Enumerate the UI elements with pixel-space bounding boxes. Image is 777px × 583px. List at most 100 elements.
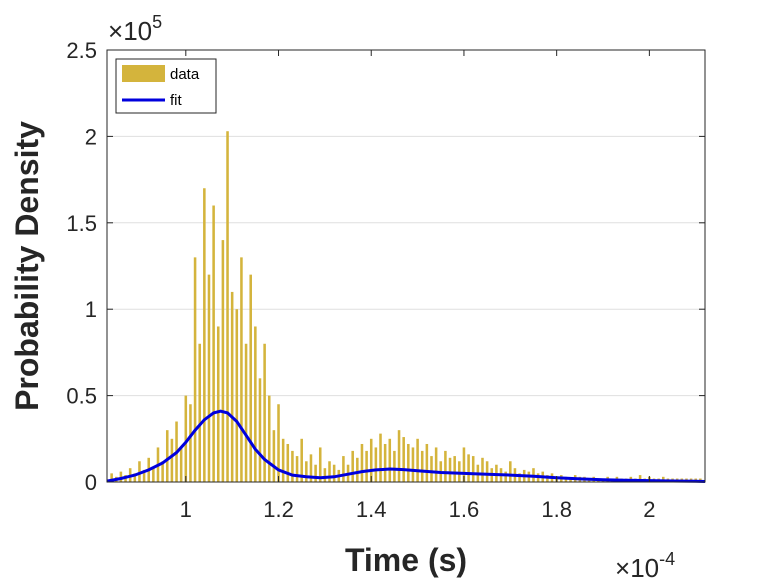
y-tick-label: 2 xyxy=(85,124,97,149)
histogram-bar xyxy=(216,326,220,482)
legend: data fit xyxy=(115,58,217,114)
histogram-bar xyxy=(471,456,475,482)
histogram-bar xyxy=(198,343,201,482)
histogram-bar xyxy=(318,447,322,482)
legend-label-data: data xyxy=(170,66,200,83)
histogram-bar xyxy=(212,205,215,482)
histogram-bar xyxy=(383,443,387,482)
histogram-bar xyxy=(638,475,642,482)
histogram-bar xyxy=(509,461,512,482)
histogram-bar xyxy=(207,274,211,482)
histogram-bar xyxy=(110,473,113,482)
histogram-bar xyxy=(425,443,429,482)
y-tick-label: 1.5 xyxy=(66,211,97,236)
histogram-bar xyxy=(254,326,257,482)
histogram-bar xyxy=(309,454,313,482)
histogram-bar xyxy=(411,447,415,482)
histogram-bar xyxy=(305,461,308,482)
histogram-bar xyxy=(434,447,438,482)
histogram-bar xyxy=(453,456,456,482)
histogram-bar xyxy=(323,468,327,482)
fit-line xyxy=(106,409,706,483)
histogram-bar xyxy=(402,437,405,482)
histogram-bar xyxy=(374,447,378,482)
histogram-bar xyxy=(397,430,401,482)
histogram-bar xyxy=(152,466,155,482)
x-axis-ticks: 1 1.2 1.4 1.6 1.8 2 xyxy=(180,50,655,522)
histogram-bar xyxy=(351,450,354,482)
histogram-bar xyxy=(119,471,123,482)
y-tick-label: 0 xyxy=(85,470,97,495)
histogram-bar xyxy=(165,430,169,482)
histogram-bar xyxy=(286,443,290,482)
histogram-bar xyxy=(420,450,424,482)
histogram-bar xyxy=(332,464,336,482)
histogram-bar xyxy=(133,473,137,482)
y-tick-label: 0.5 xyxy=(66,384,97,409)
histogram-bar xyxy=(244,343,248,482)
histogram-bar xyxy=(179,447,183,482)
histogram-bar xyxy=(504,471,507,482)
legend-label-fit: fit xyxy=(170,92,183,109)
plot-area-background xyxy=(107,50,705,482)
histogram-bar xyxy=(142,469,146,482)
histogram-bar xyxy=(379,433,382,482)
histogram-bar xyxy=(281,438,285,482)
histogram-bar xyxy=(203,188,206,483)
histogram-bars xyxy=(110,131,702,483)
histogram-bar xyxy=(467,454,470,482)
histogram-bar xyxy=(184,395,188,482)
histogram-bar xyxy=(360,443,364,482)
histogram-bar xyxy=(189,404,192,482)
y-axis-ticks: 0 0.5 1 1.5 2 2.5 xyxy=(66,38,705,495)
histogram-bar xyxy=(226,131,229,482)
histogram-bar xyxy=(249,274,252,482)
x-tick-label: 1.4 xyxy=(356,497,387,522)
histogram-bar xyxy=(462,447,466,482)
histogram-bar xyxy=(263,343,266,482)
histogram-bar xyxy=(240,257,243,482)
histogram-bar xyxy=(258,378,262,482)
histogram-bar xyxy=(569,478,572,482)
histogram-bar xyxy=(407,443,410,482)
y-tick-label: 2.5 xyxy=(66,38,97,63)
histogram-bar xyxy=(193,257,197,482)
y-axis-label: Probability Density xyxy=(9,121,45,411)
x-tick-label: 1.8 xyxy=(541,497,572,522)
histogram-bar xyxy=(458,461,461,482)
histogram-bar xyxy=(277,404,280,482)
x-tick-label: 2 xyxy=(643,497,655,522)
histogram-bar xyxy=(356,457,359,482)
y-exponent-label: ×105 xyxy=(108,12,162,46)
histogram-bar xyxy=(138,461,141,482)
x-tick-label: 1 xyxy=(180,497,192,522)
histogram-bar xyxy=(485,461,489,482)
histogram-bar xyxy=(448,457,452,482)
histogram-bar xyxy=(235,309,239,482)
histogram-bar xyxy=(230,291,234,482)
x-axis-label: Time (s) xyxy=(345,542,467,578)
histogram-bar xyxy=(267,395,271,482)
histogram-bar xyxy=(328,461,331,482)
histogram-bar xyxy=(170,438,174,482)
histogram-bar xyxy=(342,456,345,482)
histogram-bar xyxy=(430,456,433,482)
histogram-bar xyxy=(365,450,368,482)
histogram-bar xyxy=(416,438,419,482)
histogram-bar xyxy=(393,450,396,482)
histogram-bar xyxy=(300,438,303,482)
histogram-bar xyxy=(314,464,317,482)
histogram-bar xyxy=(481,457,484,482)
histogram-bar xyxy=(291,450,294,482)
histogram-bar xyxy=(388,438,392,482)
y-tick-label: 1 xyxy=(85,297,97,322)
legend-swatch-data xyxy=(122,65,165,82)
plot-area-border xyxy=(106,49,706,483)
x-tick-label: 1.2 xyxy=(263,497,294,522)
histogram-bar xyxy=(272,430,276,482)
histogram-bar xyxy=(295,456,299,482)
x-exponent-label: ×10-4 xyxy=(615,549,675,583)
histogram-bar xyxy=(161,461,164,482)
histogram-bar xyxy=(221,240,225,482)
